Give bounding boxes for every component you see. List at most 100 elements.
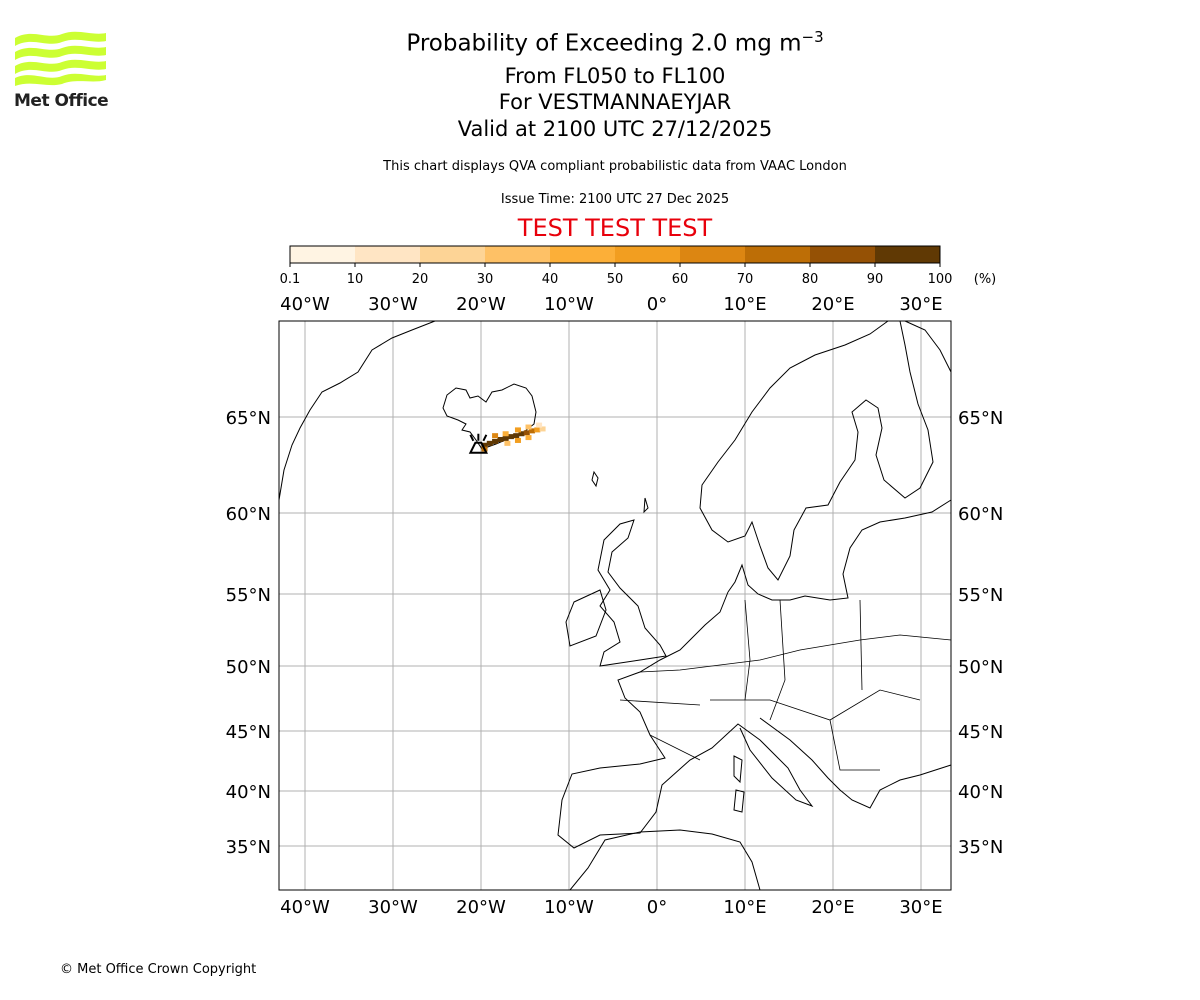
plume-cell xyxy=(513,433,520,439)
lon-label-bottom: 30°E xyxy=(899,897,942,918)
colorbar-bin xyxy=(420,246,486,263)
lat-label-left: 45°N xyxy=(226,722,271,743)
plume-cell xyxy=(481,442,488,448)
colorbar-tick-label: 10 xyxy=(347,272,364,287)
baltic-coast xyxy=(727,499,952,601)
colorbar-tick-label: 0.1 xyxy=(280,272,301,287)
issue-time: Issue Time: 2100 UTC 27 Dec 2025 xyxy=(500,192,730,207)
plume-cell xyxy=(504,440,511,446)
met-office-logo xyxy=(15,31,106,86)
lat-label-right: 65°N xyxy=(958,408,1003,429)
plume-cell xyxy=(492,438,499,444)
plume-cell xyxy=(534,427,541,433)
lat-label-left: 40°N xyxy=(226,782,271,803)
plume-cell xyxy=(514,427,521,433)
ash-plume xyxy=(481,422,546,452)
lon-label-top: 20°E xyxy=(811,294,854,315)
greenland-coast xyxy=(278,320,436,501)
colorbar-tick-label: 70 xyxy=(737,272,754,287)
lon-label-top: 0° xyxy=(647,294,667,315)
lat-label-right: 50°N xyxy=(958,657,1003,678)
colorbar-bin xyxy=(485,246,551,263)
lon-label-bottom: 0° xyxy=(647,897,667,918)
lat-label-left: 35°N xyxy=(226,837,271,858)
scandinavia-coast xyxy=(699,320,952,581)
copyright: © Met Office Crown Copyright xyxy=(60,962,257,977)
subtitle: This chart displays QVA compliant probab… xyxy=(383,159,847,174)
colorbar-bin xyxy=(355,246,421,263)
colorbar-bin xyxy=(745,246,811,263)
plume-cell xyxy=(539,426,546,432)
lat-label-right: 35°N xyxy=(958,837,1003,858)
colorbar-bin xyxy=(615,246,681,263)
colorbar-bin xyxy=(290,246,356,263)
lon-label-top: 10°E xyxy=(723,294,766,315)
lat-label-right: 40°N xyxy=(958,782,1003,803)
lat-label-left: 60°N xyxy=(226,504,271,525)
plume-cell xyxy=(502,431,509,437)
lon-label-bottom: 10°E xyxy=(723,897,766,918)
plume-cell xyxy=(497,437,504,442)
colorbar-unit: (%) xyxy=(974,272,997,287)
colorbar-tick-label: 60 xyxy=(672,272,689,287)
coastlines xyxy=(278,320,952,891)
colorbar-tick-label: 50 xyxy=(607,272,624,287)
europe-coast xyxy=(557,591,952,849)
colorbar-tick-label: 20 xyxy=(412,272,429,287)
lat-label-right: 45°N xyxy=(958,722,1003,743)
iceland-coast xyxy=(442,383,537,450)
great-britain-coast xyxy=(597,519,667,667)
faroe-coast xyxy=(591,470,599,488)
lon-label-top: 40°W xyxy=(280,294,330,315)
volcano-icon xyxy=(468,433,488,454)
test-banner: TEST TEST TEST xyxy=(517,214,713,242)
colorbar: 0.1 10 20 30 40 50 60 70 80 90 100 (%) xyxy=(280,245,997,287)
plume-cell xyxy=(502,436,509,442)
lon-label-top: 30°W xyxy=(368,294,418,315)
plume-cell xyxy=(507,434,514,440)
lon-label-bottom: 40°W xyxy=(280,897,330,918)
colorbar-tick-label: 40 xyxy=(542,272,559,287)
shetland-coast xyxy=(643,497,649,514)
africa-coast xyxy=(569,829,761,891)
plume-cell xyxy=(481,446,488,452)
country-borders xyxy=(619,599,952,771)
flight-levels: From FL050 to FL100 xyxy=(504,64,726,88)
corsica-sardinia-coast xyxy=(733,755,745,813)
map-frame xyxy=(278,320,952,891)
lat-label-left: 65°N xyxy=(226,408,271,429)
colorbar-bin xyxy=(875,246,941,263)
lat-label-left: 50°N xyxy=(226,657,271,678)
lon-label-top: 20°W xyxy=(456,294,506,315)
lon-label-bottom: 20°W xyxy=(456,897,506,918)
lat-label-right: 60°N xyxy=(958,504,1003,525)
lon-label-top: 10°W xyxy=(544,294,594,315)
plume-cell xyxy=(536,422,543,428)
plume-cell xyxy=(525,424,532,430)
lat-label-right: 55°N xyxy=(958,585,1003,606)
colorbar-bin xyxy=(810,246,876,263)
graticule xyxy=(279,321,951,890)
colorbar-bin xyxy=(550,246,616,263)
colorbar-tick-label: 90 xyxy=(867,272,884,287)
chart-title: Probability of Exceeding 2.0 mg m−3 xyxy=(406,28,824,57)
axis-labels: 40°W 40°W 30°W 30°W 20°W 20°W 10°W 10°W 0° 0° 10°E… xyxy=(226,294,1004,918)
plume-cell xyxy=(486,440,493,446)
logo-text: Met Office xyxy=(14,91,109,111)
plume-cell xyxy=(492,433,499,439)
volcano-location: For VESTMANNAEYJAR xyxy=(498,90,732,114)
plume-cell xyxy=(514,437,521,443)
plume-cell xyxy=(529,428,536,434)
lat-label-left: 55°N xyxy=(226,585,271,606)
lon-label-bottom: 10°W xyxy=(544,897,594,918)
colorbar-tick-label: 80 xyxy=(802,272,819,287)
ireland-coast xyxy=(565,589,607,647)
plume-cell xyxy=(525,435,532,441)
valid-time: Valid at 2100 UTC 27/12/2025 xyxy=(457,117,773,141)
volcano-marker xyxy=(468,433,488,454)
lon-label-bottom: 30°W xyxy=(368,897,418,918)
colorbar-tick-label: 30 xyxy=(477,272,494,287)
plume-cell xyxy=(523,430,530,436)
